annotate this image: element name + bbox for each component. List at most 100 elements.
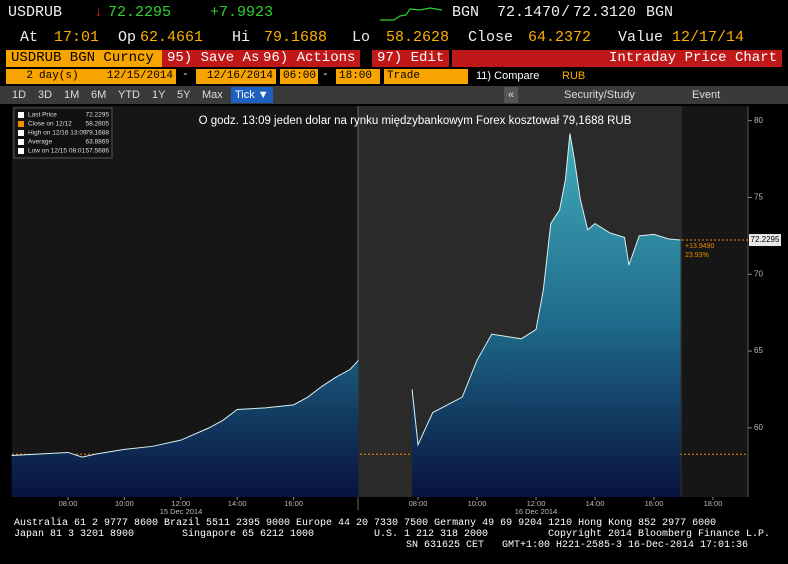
sparkline [380, 7, 442, 21]
legend-label: High on 12/16 13:09 [28, 130, 87, 137]
footer-us: U.S. 1 212 318 2000 [374, 529, 489, 540]
mode[interactable]: Trade [384, 69, 468, 84]
field-label: Value [618, 29, 664, 46]
ticker: USDRUB [8, 4, 63, 21]
field-label: Close [468, 29, 514, 46]
separator: / [561, 4, 571, 21]
day-count[interactable]: 2 [6, 69, 36, 84]
net-change: +7.9923 [210, 4, 274, 21]
view-title: Intraday Price Chart [452, 50, 782, 67]
x-tick-label: 10:00 [468, 499, 487, 508]
price-area [412, 133, 681, 497]
period-button[interactable]: 5Y [177, 89, 191, 101]
day-label: 16 Dec 2014 [515, 507, 558, 516]
currency: RUB [562, 70, 586, 82]
dash: - [322, 69, 329, 81]
start-date[interactable]: 12/15/2014 [96, 69, 176, 84]
toolbar-button[interactable]: 97) Edit [372, 50, 450, 67]
x-tick-label: 08:00 [59, 499, 78, 508]
bid: 72.1470 [497, 4, 561, 21]
legend-value: 57.5686 [86, 148, 110, 155]
down-arrow: ↓ [94, 4, 104, 21]
collapse[interactable]: « [504, 87, 519, 103]
footer-japan: Japan 81 3 3201 8900 [14, 529, 135, 540]
legend-value: 79.1688 [86, 130, 110, 137]
day-label: 15 Dec 2014 [160, 507, 203, 516]
footer-line: Australia 61 2 9777 8600 Brazil 5511 239… [14, 518, 717, 529]
start-time[interactable]: 06:00 [280, 69, 318, 84]
y-tick-label: 60 [754, 423, 763, 432]
x-tick-label: 08:00 [409, 499, 428, 508]
footer-singapore: Singapore 65 6212 1000 [182, 529, 315, 540]
after-hours [682, 106, 748, 497]
field-value: 79.1688 [264, 29, 328, 46]
price-area [11, 360, 359, 497]
x-tick-label: 12:00 [171, 499, 190, 508]
field-value: 64.2372 [528, 29, 592, 46]
x-tick-label: 18:00 [704, 499, 723, 508]
legend-label: Last Price [28, 112, 57, 119]
legend-value: 72.2295 [86, 112, 110, 119]
legend-swatch [18, 148, 24, 154]
toolbar-button[interactable]: 95) Save As [162, 50, 265, 67]
period-button[interactable]: 1D [12, 89, 27, 101]
y-tick-label: 70 [754, 269, 763, 278]
footer-copyright: Copyright 2014 Bloomberg Finance L.P. [548, 529, 771, 540]
change-pct: 23.93% [685, 252, 709, 259]
legend-swatch [18, 130, 24, 136]
end-date[interactable]: 12/16/2014 [196, 69, 276, 84]
security-study[interactable]: Security/Study [564, 89, 635, 101]
field-label: Op [118, 29, 137, 46]
end-time[interactable]: 18:00 [336, 69, 380, 84]
period-button[interactable]: 3D [38, 89, 53, 101]
legend-label: Close on 12/12 [28, 121, 72, 128]
day-unit[interactable]: day(s) [36, 69, 96, 84]
field-label: Lo [352, 29, 371, 46]
y-tick-label: 75 [754, 193, 763, 202]
field-value: 58.2628 [386, 29, 450, 46]
y-tick-label: 80 [754, 116, 763, 125]
period-bar [0, 86, 788, 104]
source: BGN [452, 4, 480, 21]
compare[interactable]: 11) Compare [476, 70, 540, 82]
last-price-tag [749, 234, 781, 247]
x-tick-label: 14:00 [586, 499, 605, 508]
period-button[interactable]: Max [202, 89, 223, 101]
legend-swatch [18, 121, 24, 127]
field-label: Hi [232, 29, 251, 46]
legend-box [13, 107, 113, 159]
period-button[interactable]: Tick ▼ [231, 87, 273, 103]
period-button[interactable]: 1M [64, 89, 80, 101]
field-label: At [20, 29, 39, 46]
price-line [11, 359, 359, 458]
last-price: 72.2295 [108, 4, 172, 21]
legend-value: 58.2805 [86, 121, 110, 128]
footer-stamp: GMT+1:00 H221-2585-3 16-Dec-2014 17:01:3… [502, 540, 749, 551]
ask: 72.3120 [573, 4, 637, 21]
x-tick-label: 14:00 [228, 499, 247, 508]
price-line [411, 133, 681, 447]
security-field[interactable]: USDRUB BGN Curncy [6, 50, 164, 67]
period-button[interactable]: 6M [91, 89, 107, 101]
x-tick-label: 16:00 [284, 499, 303, 508]
dash: - [182, 69, 189, 81]
field-value: 12/17/14 [672, 29, 745, 46]
legend-swatch [18, 139, 24, 145]
y-tick-label: 65 [754, 346, 763, 355]
field-value: 17:01 [54, 29, 100, 46]
toolbar-button[interactable]: 96) Actions [258, 50, 361, 67]
period-button[interactable]: 1Y [152, 89, 166, 101]
annotation: O godz. 13:09 jeden dolar na rynku międz… [199, 115, 632, 127]
footer-sn: SN 631625 CET [406, 540, 485, 551]
legend-swatch [18, 112, 24, 118]
field-value: 62.4661 [140, 29, 204, 46]
legend-value: 63.8869 [86, 139, 110, 146]
period-button[interactable]: YTD [118, 89, 140, 101]
legend-label: Low on 12/15 08:01 [28, 148, 85, 155]
source: BGN [646, 4, 674, 21]
event[interactable]: Event [692, 89, 721, 101]
last-price-label: 72.2295 [751, 235, 780, 244]
legend-label: Average [28, 139, 52, 146]
